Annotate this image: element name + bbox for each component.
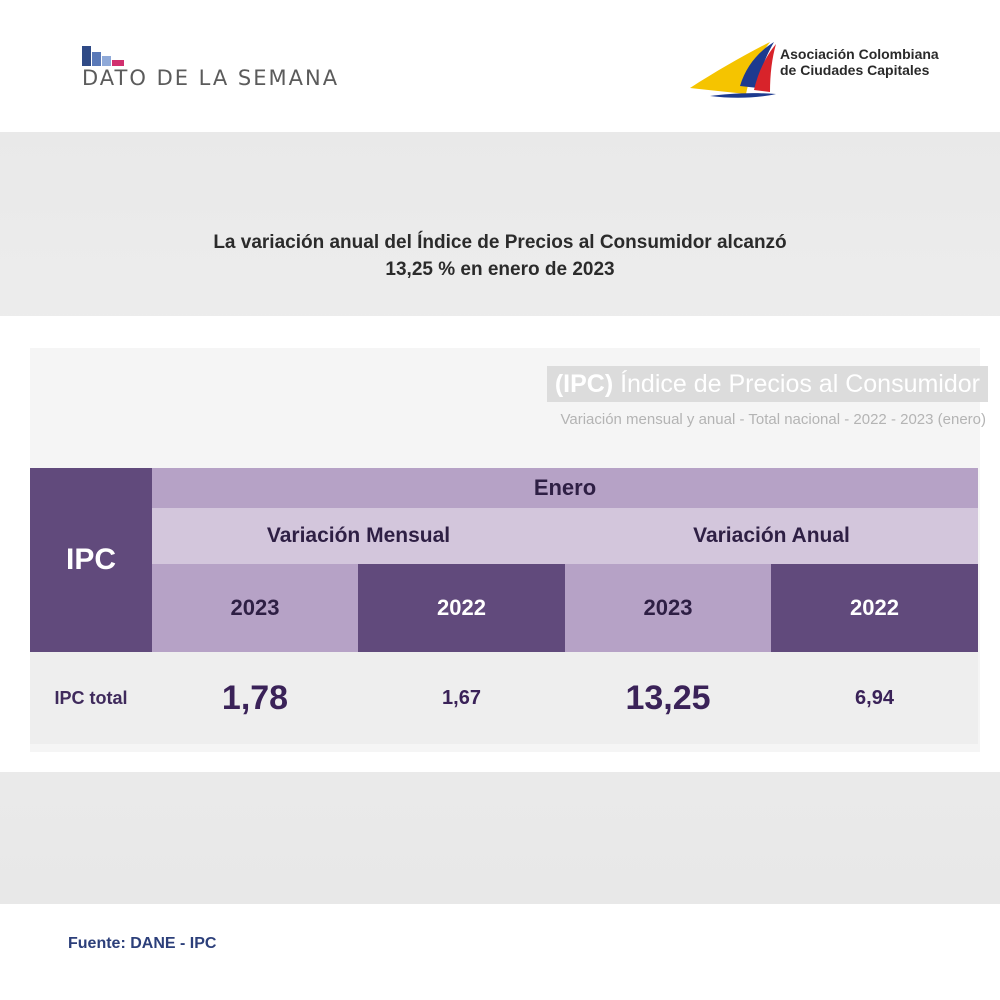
org-name: Asociación Colombiana de Ciudades Capita… (780, 46, 939, 78)
year-header: 2022 (771, 564, 978, 652)
year-header: 2023 (565, 564, 771, 652)
table-cell-value: 6,94 (855, 686, 894, 709)
headline-line2: 13,25 % en enero de 2023 (385, 259, 615, 280)
headline: La variación anual del Índice de Precios… (0, 229, 1000, 283)
year-header: 2023 (152, 564, 358, 652)
table-subtitle: Variación mensual y anual - Total nacion… (560, 411, 986, 428)
table-corner-label: IPC (30, 468, 152, 652)
colombia-flag-icon (690, 42, 776, 98)
org-name-line2: de Ciudades Capitales (780, 62, 930, 78)
table-title-text: Índice de Precios al Consumidor (613, 370, 980, 398)
group-header-mensual: Variación Mensual (152, 508, 565, 564)
ipc-table: IPC Enero Variación Mensual Variación An… (30, 468, 978, 744)
group-header-anual: Variación Anual (565, 508, 978, 564)
row-label: IPC total (54, 687, 128, 708)
table-row (30, 652, 978, 744)
table-cell-value: 13,25 (625, 678, 711, 717)
brand-title: DATO DE LA SEMANA (82, 66, 340, 90)
org-name-line1: Asociación Colombiana (780, 46, 939, 62)
table-cell-value: 1,78 (221, 678, 289, 717)
org-logo: Asociación Colombiana de Ciudades Capita… (688, 36, 988, 100)
year-header: 2022 (358, 564, 565, 652)
brand-bars-icon (82, 42, 134, 66)
source-note: Fuente: DANE - IPC (68, 935, 217, 952)
headline-line1: La variación anual del Índice de Precios… (213, 232, 787, 253)
table-cell-value: 1,67 (442, 686, 481, 709)
table-title: (IPC) Índice de Precios al Consumidor (546, 366, 988, 402)
month-header: Enero (152, 468, 978, 508)
table-title-abbr: (IPC) (554, 370, 614, 398)
